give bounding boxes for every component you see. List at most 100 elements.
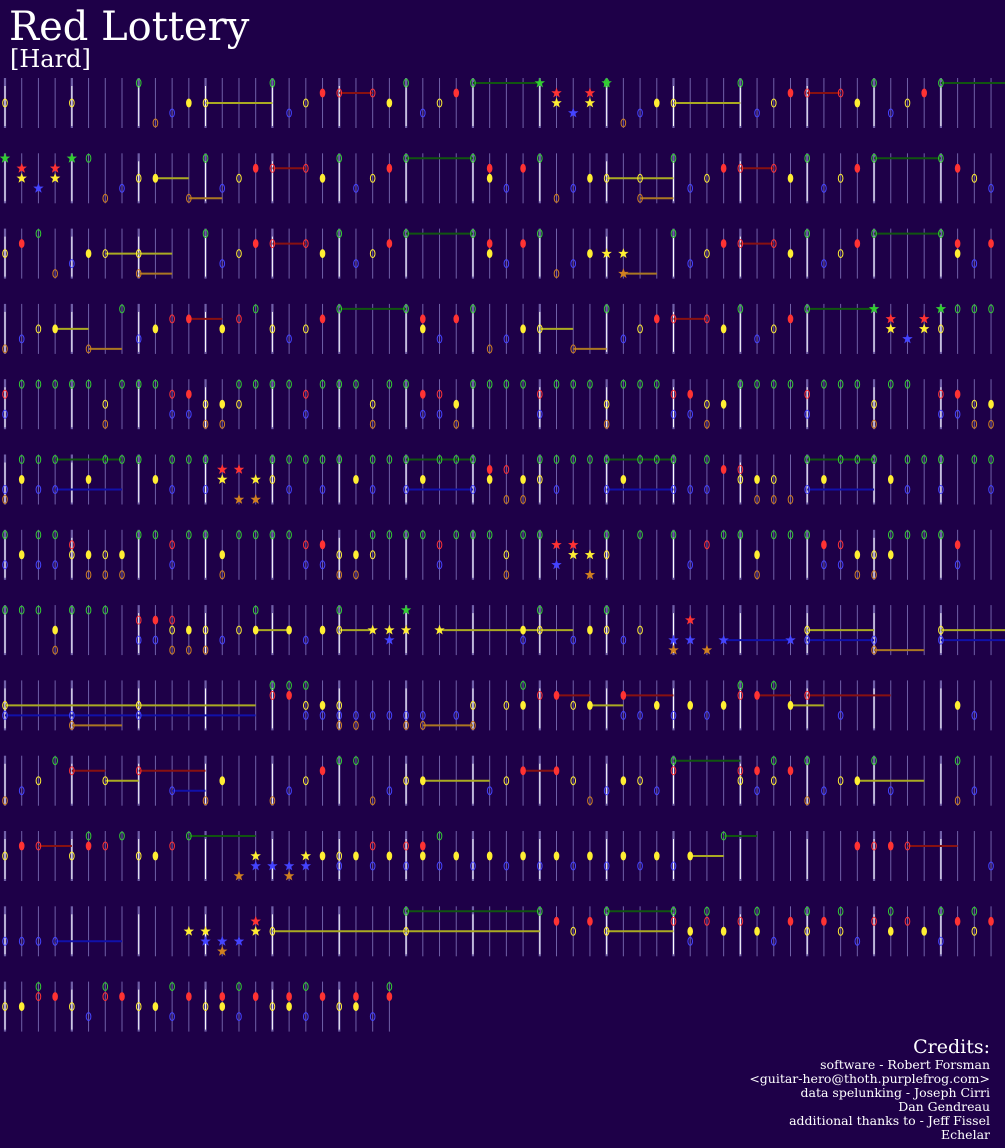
note-yellow [720, 926, 727, 936]
note-green [420, 530, 426, 540]
star-note-blue [250, 860, 261, 871]
note-blue [119, 183, 125, 193]
note-yellow [353, 1002, 359, 1012]
note-green [403, 455, 409, 464]
note-yellow [18, 1002, 25, 1012]
note-red [704, 314, 710, 324]
note-green [737, 530, 744, 540]
note-blue [403, 861, 409, 871]
note-green [537, 906, 543, 916]
note-orange [186, 193, 192, 203]
note-blue [386, 710, 393, 720]
note-green [269, 379, 276, 389]
note-yellow [420, 475, 426, 484]
note-green [403, 379, 409, 389]
note-yellow [252, 625, 259, 635]
note-green [904, 530, 911, 540]
note-yellow [52, 625, 58, 635]
note-yellow [603, 926, 610, 936]
note-yellow [35, 776, 42, 786]
note-yellow [102, 399, 109, 409]
note-yellow [587, 173, 593, 183]
note-red [503, 465, 510, 474]
note-green [904, 455, 911, 464]
note-red [169, 540, 175, 550]
note-red [520, 163, 526, 173]
note-orange [169, 645, 175, 655]
note-blue [52, 936, 58, 946]
note-blue [570, 183, 577, 193]
note-green [202, 455, 209, 464]
star-note-yellow [16, 172, 27, 183]
note-yellow [637, 776, 643, 786]
note-green [436, 831, 443, 841]
star-note-blue [283, 860, 295, 871]
note-green [119, 831, 125, 841]
note-green [286, 455, 292, 464]
note-green [871, 153, 877, 163]
note-green [770, 756, 777, 766]
note-green [837, 379, 844, 389]
note-red [186, 314, 192, 324]
note-green [85, 831, 92, 841]
star-note-green [935, 303, 947, 314]
note-blue [219, 259, 226, 269]
note-green [252, 379, 259, 389]
note-yellow [587, 851, 593, 861]
note-blue [303, 710, 309, 720]
note-yellow [269, 926, 276, 936]
note-blue [687, 560, 694, 570]
note-green [670, 229, 677, 239]
note-orange [620, 118, 627, 128]
note-red [787, 766, 794, 776]
note-blue [687, 259, 694, 269]
note-yellow [486, 851, 493, 861]
note-orange [954, 796, 961, 806]
note-green [938, 906, 944, 916]
note-green [52, 455, 58, 464]
note-red [303, 239, 309, 249]
note-blue [821, 183, 827, 193]
note-green [720, 831, 727, 841]
note-yellow [135, 173, 142, 183]
note-yellow [704, 173, 710, 183]
note-yellow [971, 173, 978, 183]
note-green [35, 229, 42, 239]
note-red [269, 690, 276, 700]
note-yellow [603, 625, 610, 635]
star-note-green [601, 77, 612, 88]
note-yellow [503, 550, 510, 560]
note-green [470, 153, 476, 163]
note-blue [202, 485, 209, 494]
star-note-yellow [49, 172, 61, 183]
star-note-orange [701, 644, 713, 655]
note-yellow [687, 926, 694, 936]
note-orange [637, 193, 643, 203]
note-blue [18, 786, 25, 796]
note-red [403, 841, 409, 851]
note-yellow [319, 173, 326, 183]
note-yellow [336, 550, 343, 560]
note-blue [470, 485, 476, 494]
note-green [353, 379, 359, 389]
note-green [403, 78, 409, 88]
note-blue [620, 710, 627, 720]
star-note-red [49, 162, 61, 173]
credits-block: Credits: software - Robert Forsman <guit… [749, 1036, 990, 1142]
note-yellow [2, 249, 8, 259]
note-red [386, 239, 393, 249]
note-yellow [135, 700, 142, 710]
note-red [319, 88, 326, 98]
note-green [18, 605, 25, 615]
note-yellow [135, 851, 142, 861]
note-blue [804, 485, 811, 494]
note-red [737, 465, 744, 474]
note-blue [436, 334, 443, 344]
star-note-yellow [618, 248, 629, 259]
note-blue [988, 183, 994, 193]
note-red [486, 239, 493, 249]
note-yellow [754, 926, 760, 936]
note-yellow [403, 926, 409, 936]
note-yellow [353, 475, 359, 484]
note-green [938, 455, 944, 464]
